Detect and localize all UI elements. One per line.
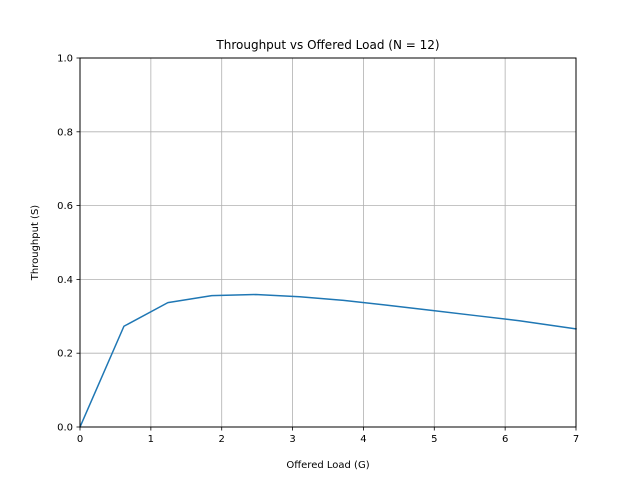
x-axis-label: Offered Load (G)	[286, 460, 369, 471]
plot-frame	[79, 57, 577, 428]
y-tick-label: 0.6	[57, 201, 73, 212]
ticks: 0 1 2 3 4 5 6 7 0.0 0.2 0.4 0.6 0.8 1.0	[57, 54, 579, 446]
y-tick-label: 0.2	[57, 349, 73, 360]
y-axis-label: Throughput (S)	[30, 205, 41, 282]
x-tick-label: 1	[148, 434, 154, 445]
x-tick-label: 7	[573, 434, 579, 445]
x-tick-label: 5	[431, 434, 437, 445]
x-tick-label: 3	[289, 434, 295, 445]
y-tick-label: 1.0	[57, 54, 73, 65]
y-tick-label: 0.4	[57, 275, 73, 286]
y-tick-label: 0.8	[57, 127, 73, 138]
x-tick-label: 0	[77, 434, 83, 445]
series-layer	[79, 293, 577, 428]
y-tick-label: 0.0	[57, 423, 73, 434]
x-tick-label: 4	[360, 434, 366, 445]
chart-title: Throughput vs Offered Load (N = 12)	[215, 38, 439, 52]
series-line	[79, 293, 577, 428]
x-tick-label: 2	[219, 434, 225, 445]
x-tick-label: 6	[502, 434, 508, 445]
